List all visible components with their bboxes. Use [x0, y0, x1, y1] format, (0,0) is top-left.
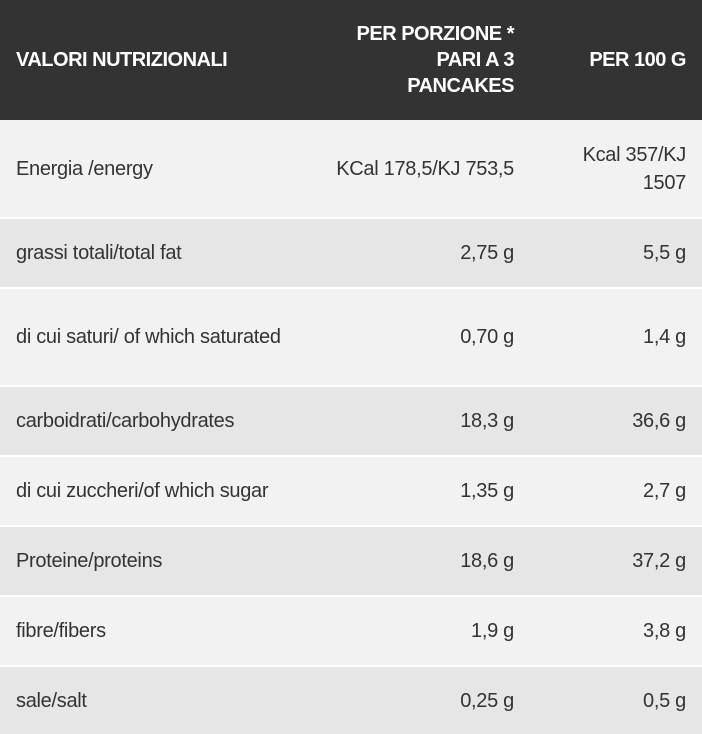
table-row: Energia /energy KCal 178,5/KJ 753,5 Kcal… — [0, 120, 702, 218]
table-header: VALORI NUTRIZIONALI PER PORZIONE * PARI … — [0, 0, 702, 120]
row-per-100g: Kcal 357/KJ 1507 — [582, 143, 687, 194]
header-row: VALORI NUTRIZIONALI PER PORZIONE * PARI … — [0, 0, 702, 120]
row-per-100g: 36,6 g — [632, 410, 686, 432]
row-label: Proteine/proteins — [16, 550, 163, 572]
row-per-portion: KCal 178,5/KJ 753,5 — [336, 157, 514, 180]
row-per-100g: 5,5 g — [643, 242, 686, 264]
row-per-portion: 2,75 g — [460, 242, 514, 264]
row-label: di cui zuccheri/of which sugar — [16, 480, 269, 502]
header-per-portion: PER PORZIONE * PARI A 3 PANCAKES — [356, 23, 515, 97]
table-row: sale/salt 0,25 g 0,5 g — [0, 666, 702, 734]
table-row: di cui saturi/ of which saturated 0,70 g… — [0, 288, 702, 386]
table-row: fibre/fibers 1,9 g 3,8 g — [0, 596, 702, 666]
row-label: Energia /energy — [16, 157, 153, 180]
header-per-100g: PER 100 G — [589, 49, 686, 71]
row-per-100g: 37,2 g — [632, 550, 686, 572]
row-per-portion: 0,70 g — [460, 326, 514, 348]
table-row: di cui zuccheri/of which sugar 1,35 g 2,… — [0, 456, 702, 526]
row-label: sale/salt — [16, 689, 87, 712]
row-per-portion: 0,25 g — [460, 689, 514, 712]
table-body: Energia /energy KCal 178,5/KJ 753,5 Kcal… — [0, 120, 702, 734]
row-label: carboidrati/carbohydrates — [16, 410, 235, 432]
row-per-portion: 1,9 g — [471, 620, 514, 642]
row-per-100g: 0,5 g — [643, 689, 686, 712]
row-per-portion: 1,35 g — [460, 480, 514, 502]
row-per-100g: 3,8 g — [643, 620, 686, 642]
row-per-100g: 2,7 g — [643, 480, 686, 502]
header-label: VALORI NUTRIZIONALI — [16, 49, 228, 71]
row-label: di cui saturi/ of which saturated — [16, 326, 281, 348]
table-row: Proteine/proteins 18,6 g 37,2 g — [0, 526, 702, 596]
row-per-portion: 18,6 g — [460, 550, 514, 572]
table-row: carboidrati/carbohydrates 18,3 g 36,6 g — [0, 386, 702, 456]
row-label: fibre/fibers — [16, 620, 106, 642]
row-per-portion: 18,3 g — [460, 410, 514, 432]
table-row: grassi totali/total fat 2,75 g 5,5 g — [0, 218, 702, 288]
row-per-100g: 1,4 g — [643, 326, 686, 348]
row-label: grassi totali/total fat — [16, 242, 182, 264]
